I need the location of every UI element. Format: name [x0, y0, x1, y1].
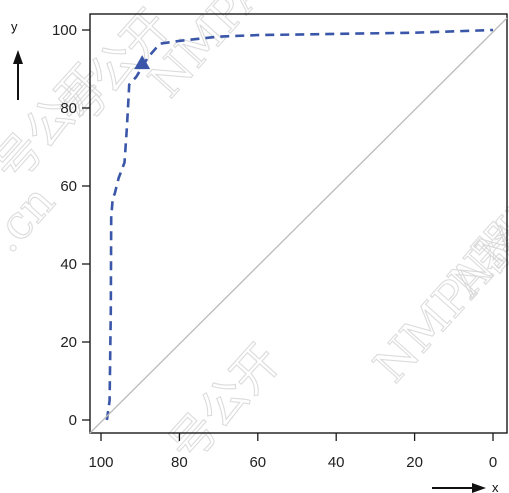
- y-tick-label: 40: [60, 256, 77, 273]
- y-tick-label: 0: [69, 412, 77, 429]
- x-axis-label: x: [492, 480, 499, 493]
- y-tick-label: 100: [52, 22, 77, 39]
- label-layer: 0 20 40 60 80 100 100 80 60 40 20 0 y x: [11, 19, 499, 493]
- x-tick-label: 0: [489, 454, 497, 471]
- x-axis-arrow-head: [472, 483, 486, 493]
- x-tick-label: 100: [88, 454, 113, 471]
- x-tick-label: 80: [171, 454, 188, 471]
- annotation-layer: [134, 55, 151, 70]
- y-tick-label: 80: [60, 100, 77, 117]
- watermark-text: .cn: [0, 174, 65, 262]
- axes-layer: [13, 29, 494, 493]
- series-line-dashed: [105, 28, 494, 421]
- y-axis-label: y: [11, 19, 18, 34]
- y-axis-arrow-head: [13, 50, 23, 64]
- y-tick-label: 20: [60, 334, 77, 351]
- watermark-text: 号公开: [158, 334, 290, 473]
- y-tick-label: 60: [60, 178, 77, 195]
- triangle-marker: [134, 55, 151, 70]
- plot-frame: [89, 13, 508, 434]
- series-layer: [89, 17, 508, 434]
- x-tick-label: 40: [328, 454, 345, 471]
- x-tick-label: 20: [406, 454, 423, 471]
- x-tick-label: 60: [249, 454, 266, 471]
- series-line-diagonal: [89, 17, 508, 434]
